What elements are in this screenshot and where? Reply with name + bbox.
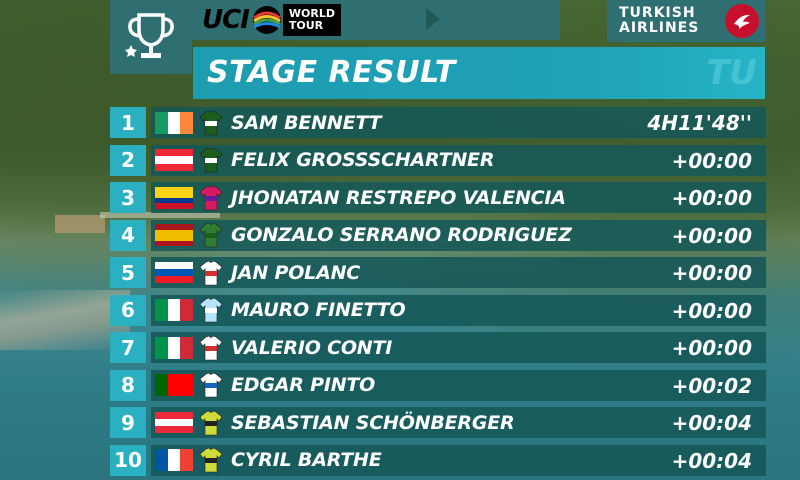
trophy-box [110,0,192,74]
rider-time: 4H11'48'' [647,111,752,135]
result-row: 9 SEBASTIAN SCHÖNBERGER +00:04 [110,407,766,438]
title-bar: STAGE RESULT TU [193,47,765,99]
rider-bar: EDGAR PINTO +00:02 [151,369,766,401]
world-tour-tag: WORLD TOUR [282,4,341,36]
result-row: 1 SAM BENNETT 4H11'48'' [110,107,766,138]
position-number: 10 [110,444,146,476]
uci-logo-text: UCI [202,5,250,35]
rider-bar: JAN POLANC +00:00 [151,257,766,288]
team-jersey-icon [199,222,223,248]
sponsor-line2: AIRLINES [619,20,700,36]
position-number: 4 [110,219,146,251]
team-jersey-icon [199,447,223,473]
result-row: 6 MAURO FINETTO +00:00 [110,294,766,326]
rider-time: +00:00 [671,148,752,173]
rider-bar: MAURO FINETTO +00:00 [151,294,766,326]
flag-austria-icon [155,149,193,171]
rider-name: CYRIL BARTHE [231,449,382,471]
rider-time: +00:00 [671,298,752,323]
team-jersey-icon [199,260,223,285]
position-number: 1 [110,107,146,138]
position-number: 3 [110,182,146,213]
flag-colombia-icon [155,186,193,209]
result-row: 7 VALERIO CONTI +00:00 [110,332,766,363]
arrow-decoration-icon [426,8,440,30]
position-number: 8 [110,369,146,401]
sponsor-line1: TURKISH [619,5,696,21]
uci-world-tour-logo: UCI WORLD TOUR [202,4,372,36]
rider-name: JHONATAN RESTREPO VALENCIA [231,186,566,209]
rider-bar: JHONATAN RESTREPO VALENCIA +00:00 [151,182,766,213]
rider-bar: GONZALO SERRANO RODRIGUEZ +00:00 [151,219,766,251]
sponsor-name: TURKISH AIRLINES [619,6,699,36]
rider-name: VALERIO CONTI [231,336,393,359]
rider-bar: VALERIO CONTI +00:00 [151,332,766,363]
rider-time: +00:04 [671,411,752,435]
result-row: 4 GONZALO SERRANO RODRIGUEZ +00:00 [110,219,766,251]
rider-time: +00:00 [671,186,752,210]
result-row: 5 JAN POLANC +00:00 [110,257,766,288]
rider-bar: SAM BENNETT 4H11'48'' [151,107,766,138]
rider-time: +00:00 [671,336,752,360]
uci-rainbow-icon [252,6,281,34]
world-tour-line1: WORLD [288,7,335,20]
rider-name: FELIX GROSSSCHARTNER [231,149,495,171]
rider-bar: FELIX GROSSSCHARTNER +00:00 [151,144,766,176]
team-jersey-icon [199,185,223,210]
position-number: 9 [110,407,146,438]
title-decoration: TU [706,53,757,93]
rider-name: SAM BENNETT [231,111,382,134]
rider-name: EDGAR PINTO [231,374,376,396]
rider-name: JAN POLANC [231,261,361,284]
beach-background [0,290,130,350]
trophy-icon [125,13,174,58]
team-jersey-icon [199,297,223,323]
position-number: 5 [110,257,146,288]
turkish-airlines-logo-icon [725,4,759,38]
page-title: STAGE RESULT [207,55,456,90]
flag-portugal-icon [155,374,193,396]
building-background [55,215,105,233]
position-number: 6 [110,294,146,326]
pier-background [100,212,220,218]
flag-slovenia-icon [155,261,193,284]
rider-bar: CYRIL BARTHE +00:04 [151,444,766,476]
rider-time: +00:00 [671,261,752,285]
flag-italy-icon [155,299,193,321]
sponsor-badge: TURKISH AIRLINES [607,0,765,42]
flag-austria-icon [155,411,193,434]
bird-icon [734,14,750,29]
flag-spain-icon [155,224,193,246]
team-jersey-icon [199,335,223,360]
flag-ireland-icon [155,111,193,134]
position-number: 7 [110,332,146,363]
team-jersey-icon [199,147,223,173]
flag-italy-icon [155,336,193,359]
rider-name: GONZALO SERRANO RODRIGUEZ [231,224,572,246]
result-row: 10 CYRIL BARTHE +00:04 [110,444,766,476]
rider-time: +00:04 [671,448,752,473]
result-row: 2 FELIX GROSSSCHARTNER +00:00 [110,144,766,176]
rider-name: SEBASTIAN SCHÖNBERGER [231,411,515,434]
team-jersey-icon [199,110,223,135]
result-row: 8 EDGAR PINTO +00:02 [110,369,766,401]
rider-bar: SEBASTIAN SCHÖNBERGER +00:04 [151,407,766,438]
rider-time: +00:00 [671,223,752,248]
position-number: 2 [110,144,146,176]
world-tour-line2: TOUR [288,19,324,32]
flag-france-icon [155,449,193,471]
team-jersey-icon [199,410,223,435]
team-jersey-icon [199,372,223,398]
rider-time: +00:02 [671,373,752,398]
rider-name: MAURO FINETTO [231,299,406,321]
result-row: 3 JHONATAN RESTREPO VALENCIA +00:00 [110,182,766,213]
